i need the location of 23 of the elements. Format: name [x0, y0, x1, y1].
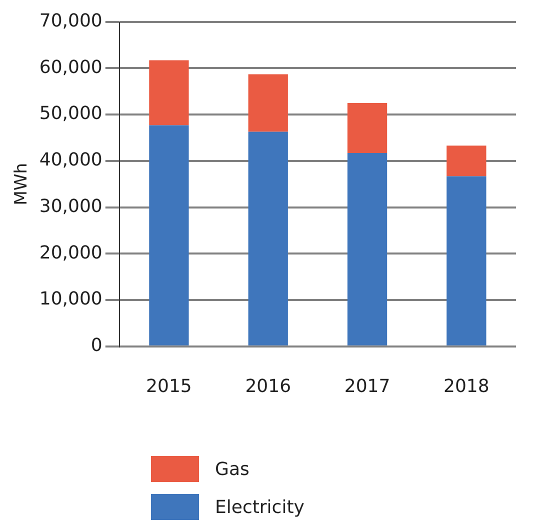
bar — [446, 176, 486, 346]
bar — [248, 74, 288, 132]
y-tick-label: 0 — [90, 335, 102, 356]
legend-label: Electricity — [215, 496, 304, 518]
y-tick-label: 70,000 — [39, 10, 102, 32]
bar — [446, 146, 486, 176]
x-tick-label: 2015 — [146, 376, 192, 397]
y-tick-label: 10,000 — [39, 288, 102, 310]
bar — [149, 125, 189, 346]
x-tick-label: 2018 — [444, 376, 490, 397]
bar — [347, 153, 388, 346]
y-tick-label: 50,000 — [39, 103, 102, 124]
x-tick-label: 2016 — [245, 376, 292, 397]
legend-label: Gas — [215, 458, 250, 480]
x-tick-label: 2017 — [344, 376, 390, 397]
bar — [347, 102, 388, 154]
bar — [248, 132, 288, 346]
y-tick-label: 40,000 — [39, 150, 102, 171]
y-tick-label: 60,000 — [39, 56, 102, 78]
bar — [149, 60, 189, 126]
y-tick-label: 30,000 — [39, 196, 102, 217]
y-tick-label: 20,000 — [39, 242, 102, 264]
y-axis-title: MWh — [12, 162, 32, 206]
